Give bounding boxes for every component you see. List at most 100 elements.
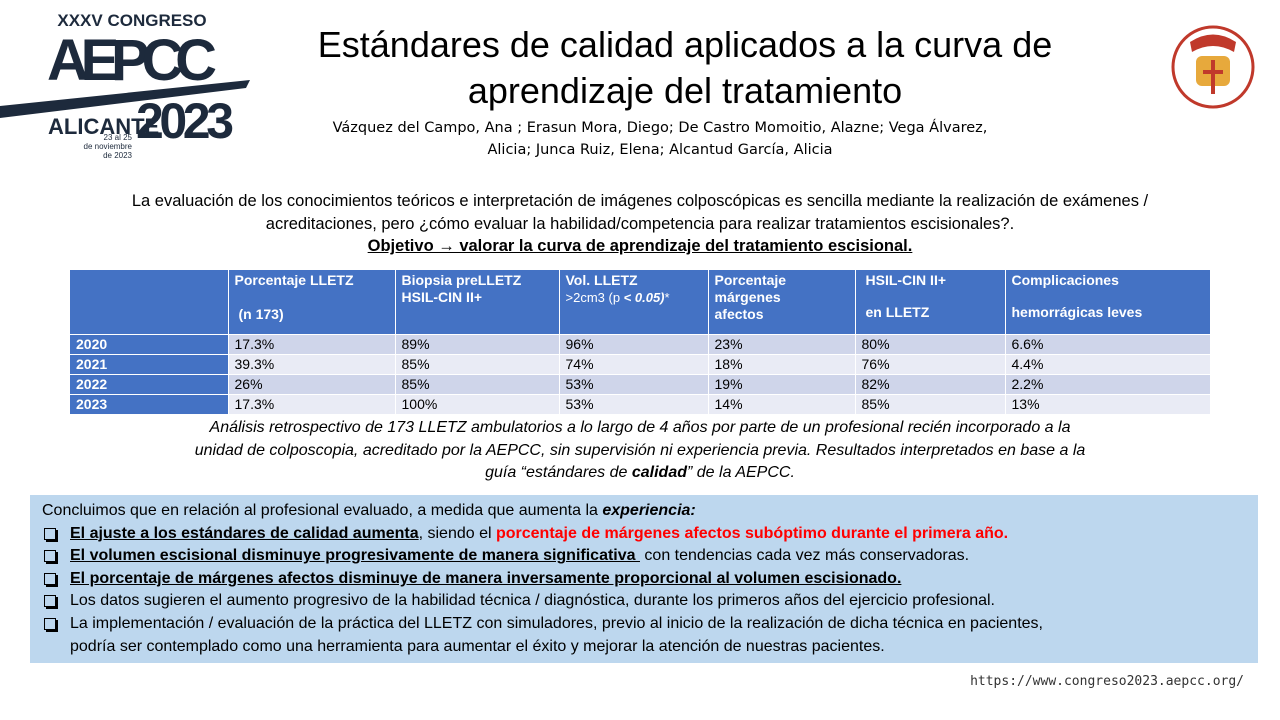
header-cell: Complicaciones hemorrágicas leves — [1005, 270, 1211, 335]
header-cell: Porcentaje márgenes afectos — [708, 270, 856, 335]
year-cell: 2020 — [70, 334, 229, 355]
header-text: márgenes — [714, 289, 781, 305]
header-text: < 0.05) — [623, 290, 665, 305]
conclusion-item: Los datos sugieren el aumento progresivo… — [42, 590, 1252, 613]
table-cell: 2.2% — [1005, 374, 1211, 395]
lead-text: Concluimos que en relación al profesiona… — [42, 502, 603, 519]
table-cell: 96% — [559, 334, 709, 355]
year-cell: 2022 — [70, 374, 229, 395]
header-text: Complicaciones — [1011, 272, 1119, 288]
header-text: Porcentaje LLETZ — [234, 272, 354, 288]
header-cell: Vol. LLETZ >2cm3 (p < 0.05)* — [559, 270, 709, 335]
item-highlight: porcentaje de márgenes afectos subóptimo… — [495, 524, 1009, 542]
table-cell: 18% — [708, 354, 856, 375]
table-cell: 4.4% — [1005, 354, 1211, 375]
item-text: , siendo el — [418, 524, 496, 542]
table-cell: 39.3% — [228, 354, 396, 375]
conclusion: Concluimos que en relación al profesiona… — [42, 500, 1252, 658]
year-cell: 2023 — [70, 394, 229, 414]
year-cell: 2021 — [70, 354, 229, 375]
analysis-line: Análisis retrospectivo de 173 LLETZ ambu… — [209, 419, 1071, 436]
header-text: (n 173) — [238, 306, 284, 322]
item-bold: El porcentaje de márgenes afectos dismin… — [70, 569, 902, 587]
table-cell: 6.6% — [1005, 334, 1211, 355]
table-cell: 85% — [395, 354, 560, 375]
item-bold: El volumen escisional disminuye progresi… — [70, 547, 640, 565]
analysis-line: guía “estándares de calidad” de la AEPCC… — [90, 462, 1190, 485]
table-body: 2020 17.3% 89% 96% 23% 80% 6.6% 2021 39.3% 85% 74%… — [70, 334, 1211, 414]
header-cell: Biopsia preLLETZ HSIL-CIN II+ — [395, 270, 560, 335]
table-cell: 17.3% — [228, 334, 396, 355]
conclusion-item: El ajuste a los estándares de calidad au… — [42, 523, 1252, 546]
table-row: 2021 39.3% 85% 74% 18% 76% 4.4% — [70, 354, 1211, 375]
intro-line: La evaluación de los conocimientos teóri… — [131, 192, 1149, 210]
conclusion-lead: Concluimos que en relación al profesiona… — [42, 500, 1252, 523]
logo-name: AEPCC — [47, 28, 217, 93]
header-text: hemorrágicas leves — [1011, 304, 1143, 320]
table-cell: 85% — [395, 374, 560, 395]
analysis-line: unidad de colposcopia, acreditado por la… — [194, 441, 1086, 459]
table-cell: 80% — [855, 334, 1006, 355]
header-text: HSIL-CIN II+ — [401, 289, 483, 305]
conclusion-item: El porcentaje de márgenes afectos dismin… — [42, 568, 1252, 591]
table-cell: 17.3% — [228, 394, 396, 414]
header-text: Vol. LLETZ — [565, 272, 638, 288]
header-text: >2cm3 (p < 0.05)* — [566, 289, 702, 306]
table-cell: 53% — [559, 394, 709, 414]
table-cell: 85% — [855, 394, 1006, 414]
conclusion-item: La implementación / evaluación de la prá… — [42, 613, 1252, 658]
item-text: La implementación / evaluación de la prá… — [70, 614, 1043, 632]
item-bold: El ajuste a los estándares de calidad au… — [70, 524, 419, 542]
logo-swoosh — [0, 80, 250, 118]
analysis: Análisis retrospectivo de 173 LLETZ ambu… — [90, 417, 1190, 485]
table-cell: 74% — [559, 354, 709, 375]
header-text: afectos — [714, 306, 764, 322]
congress-logo: XXXV CONGRESO AEPCC ALICANTE 2023 23 al … — [0, 11, 250, 160]
conclusion-box — [30, 495, 1258, 663]
lead-emphasis: experiencia: — [602, 502, 696, 519]
header-text: * — [664, 290, 670, 305]
table-cell: 19% — [708, 374, 856, 395]
header-text: en LLETZ — [865, 304, 930, 320]
header-text: Biopsia preLLETZ — [401, 272, 522, 288]
table-cell: 14% — [708, 394, 856, 414]
header-cell — [70, 270, 229, 335]
table-cell: 100% — [395, 394, 560, 414]
results-table: Porcentaje LLETZ (n 173) Biopsia preLLETZ… — [70, 270, 1211, 414]
table-cell: 82% — [855, 374, 1006, 395]
logo-city: ALICANTE — [48, 114, 159, 139]
item-text: Los datos sugieren el aumento progresivo… — [70, 592, 995, 610]
conclusion-item: El volumen escisional disminuye progresi… — [42, 545, 1252, 568]
table-cell: 13% — [1005, 394, 1211, 414]
logo-dates: de noviembre — [84, 142, 133, 151]
authors-line: Alicia; Junca Ruiz, Elena; Alcantud Garc… — [487, 142, 833, 158]
analysis-text: guía “estándares de — [485, 464, 632, 481]
table-cell: 53% — [559, 374, 709, 395]
logo-dates: de 2023 — [103, 151, 132, 160]
header-text: HSIL-CIN II+ — [865, 272, 947, 288]
authors-line: Vázquez del Campo, Ana ; Erasun Mora, Di… — [332, 120, 988, 136]
title-line: Estándares de calidad aplicados a la cur… — [317, 24, 1053, 65]
table-row: 2023 17.3% 100% 53% 14% 85% 13% — [70, 394, 1211, 414]
logo-edition: XXXV CONGRESO — [57, 11, 206, 30]
analysis-emphasis: calidad — [631, 464, 687, 481]
header-row: Porcentaje LLETZ (n 173) Biopsia preLLETZ… — [70, 270, 1211, 335]
intro-line: acreditaciones, pero ¿cómo evaluar la ha… — [265, 214, 1015, 233]
authors: Vázquez del Campo, Ana ; Erasun Mora, Di… — [300, 117, 1020, 161]
objective: Objetivo → valorar la curva de aprendiza… — [367, 237, 913, 255]
intro: La evaluación de los conocimientos teóri… — [20, 190, 1260, 258]
table-row: 2020 17.3% 89% 96% 23% 80% 6.6% — [70, 334, 1211, 355]
table-cell: 89% — [395, 334, 560, 355]
table-cell: 23% — [708, 334, 856, 355]
item-text: con tendencias cada vez más conservadora… — [639, 547, 970, 565]
association-emblem — [1171, 25, 1255, 109]
logo-year: 2023 — [136, 93, 234, 149]
table-row: 2022 26% 85% 53% 19% 82% 2.2% — [70, 374, 1211, 395]
logo-dates: 23 al 25 — [104, 133, 133, 142]
header-cell: HSIL-CIN II+ en LLETZ — [855, 270, 1006, 335]
title: Estándares de calidad aplicados a la cur… — [230, 22, 1140, 114]
item-text: podría ser contemplado como una herramie… — [70, 637, 885, 655]
header-text: Porcentaje — [714, 272, 787, 288]
header-text: >2cm3 (p — [565, 290, 624, 305]
